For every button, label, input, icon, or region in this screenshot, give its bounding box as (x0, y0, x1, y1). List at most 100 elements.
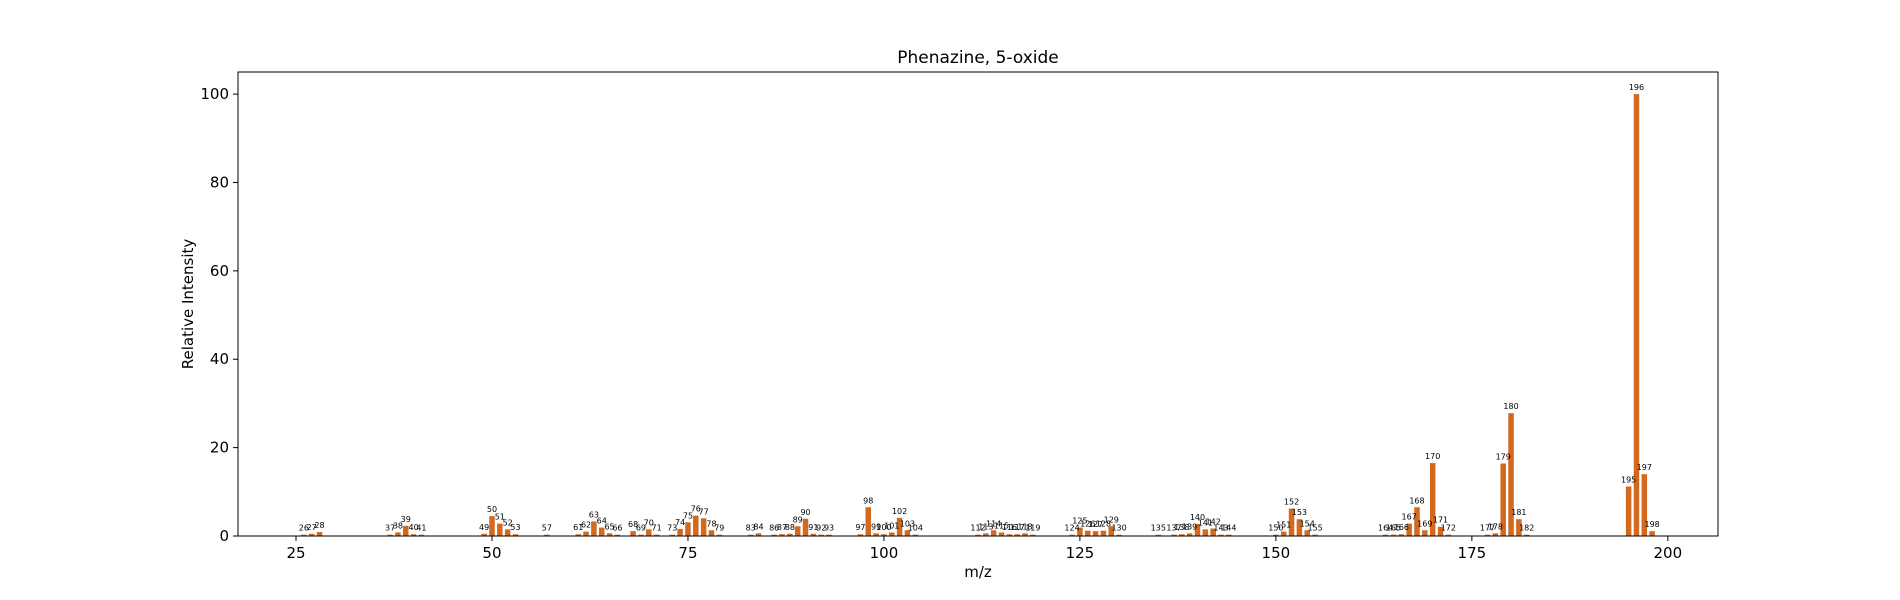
peak-label-126: 126 (1080, 520, 1095, 529)
bar-mz-51 (497, 523, 503, 536)
bar-mz-127 (1092, 531, 1099, 536)
peak-label-171: 171 (1433, 516, 1448, 525)
peak-label-182: 182 (1519, 524, 1534, 533)
bar-mz-168 (1414, 507, 1420, 536)
x-tick-label-200: 200 (1654, 544, 1683, 562)
x-axis: 25 50 75 100 125 150 175 200 (286, 536, 1682, 562)
bar-mz-165 (1390, 534, 1397, 536)
y-tick-label-20: 20 (210, 439, 229, 457)
bar-mz-166 (1398, 534, 1405, 536)
y-axis-label: Relative Intensity (179, 239, 197, 370)
peak-label-113: 113 (978, 522, 993, 531)
bar-mz-74 (677, 528, 683, 536)
bar-mz-124 (1069, 534, 1075, 536)
peak-label-91: 91 (808, 523, 818, 532)
peak-label-98: 98 (863, 496, 873, 505)
plot-frame (237, 71, 1719, 537)
peak-label-99: 99 (871, 522, 881, 531)
bar-mz-57 (544, 534, 550, 536)
peak-label-142: 142 (1206, 517, 1221, 526)
bar-mz-144 (1226, 534, 1232, 536)
y-tick-label-40: 40 (210, 350, 229, 368)
peak-label-124: 124 (1064, 524, 1079, 533)
peak-label-104: 104 (908, 524, 923, 533)
x-axis-label: m/z (964, 563, 992, 581)
bar-mz-73 (669, 534, 676, 536)
bars-group (301, 94, 1655, 536)
peak-label-53: 53 (510, 523, 520, 532)
bar-mz-154 (1304, 530, 1310, 536)
peak-label-63: 63 (589, 510, 599, 519)
peak-label-38: 38 (393, 521, 403, 530)
peak-label-88: 88 (785, 523, 795, 532)
bar-mz-97 (857, 534, 864, 536)
peak-label-73: 73 (667, 524, 677, 533)
peak-label-70: 70 (644, 518, 654, 527)
bar-mz-119 (1030, 534, 1036, 536)
peak-label-140: 140 (1190, 513, 1205, 522)
peak-label-61: 61 (573, 523, 583, 532)
bar-mz-169 (1422, 530, 1428, 536)
bar-mz-28 (316, 532, 323, 536)
bar-mz-91 (810, 533, 817, 536)
x-tick-label-75: 75 (678, 544, 697, 562)
y-tick-label-80: 80 (210, 173, 229, 191)
bar-mz-138 (1179, 534, 1185, 536)
bar-mz-152 (1288, 508, 1295, 536)
peak-label-137: 137 (1166, 524, 1181, 533)
peak-label-125: 125 (1072, 517, 1087, 526)
bar-mz-86 (771, 534, 777, 536)
peak-label-100: 100 (876, 523, 891, 532)
peak-label-128: 128 (1096, 520, 1111, 529)
peak-label-196: 196 (1629, 83, 1644, 92)
bar-mz-98 (865, 507, 871, 536)
bar-mz-101 (889, 532, 895, 536)
bar-mz-153 (1296, 519, 1303, 536)
bar-mz-196 (1633, 94, 1640, 536)
peak-label-197: 197 (1637, 463, 1652, 472)
peak-label-139: 139 (1182, 522, 1197, 531)
peak-label-112: 112 (970, 524, 985, 533)
peak-label-64: 64 (597, 517, 607, 526)
bar-mz-79 (716, 534, 723, 536)
bar-mz-104 (912, 534, 919, 536)
bar-mz-38 (395, 532, 401, 536)
bar-mz-49 (481, 533, 487, 536)
bar-mz-53 (512, 534, 519, 536)
bar-mz-50 (489, 516, 495, 536)
bar-mz-84 (755, 533, 762, 536)
bar-mz-88 (787, 533, 793, 536)
peak-label-154: 154 (1300, 519, 1315, 528)
bar-mz-125 (1077, 527, 1083, 536)
bar-mz-27 (308, 533, 315, 536)
peak-label-130: 130 (1111, 524, 1126, 533)
bar-mz-181 (1516, 519, 1522, 536)
peak-label-28: 28 (314, 521, 324, 530)
bar-mz-172 (1445, 534, 1452, 536)
bar-mz-63 (591, 521, 597, 536)
peak-label-169: 169 (1417, 519, 1432, 528)
peak-label-195: 195 (1621, 476, 1636, 485)
peak-label-103: 103 (900, 519, 915, 528)
peak-label-152: 152 (1284, 498, 1299, 507)
bar-mz-69 (638, 534, 644, 536)
bar-mz-177 (1484, 534, 1491, 536)
bar-mz-167 (1406, 523, 1412, 536)
peak-label-179: 179 (1496, 453, 1511, 462)
peak-label-97: 97 (855, 523, 865, 532)
bar-mz-143 (1218, 534, 1224, 536)
bar-mz-150 (1273, 534, 1279, 536)
peak-label-180: 180 (1503, 402, 1518, 411)
bar-mz-179 (1500, 463, 1506, 536)
bar-mz-141 (1202, 529, 1209, 536)
peak-label-102: 102 (892, 507, 907, 516)
bar-mz-151 (1280, 531, 1287, 536)
bar-mz-126 (1085, 530, 1091, 536)
bar-mz-99 (873, 533, 879, 536)
peak-label-83: 83 (746, 524, 756, 533)
peak-label-170: 170 (1425, 452, 1440, 461)
peak-label-77: 77 (699, 507, 709, 516)
peak-label-167: 167 (1401, 513, 1416, 522)
